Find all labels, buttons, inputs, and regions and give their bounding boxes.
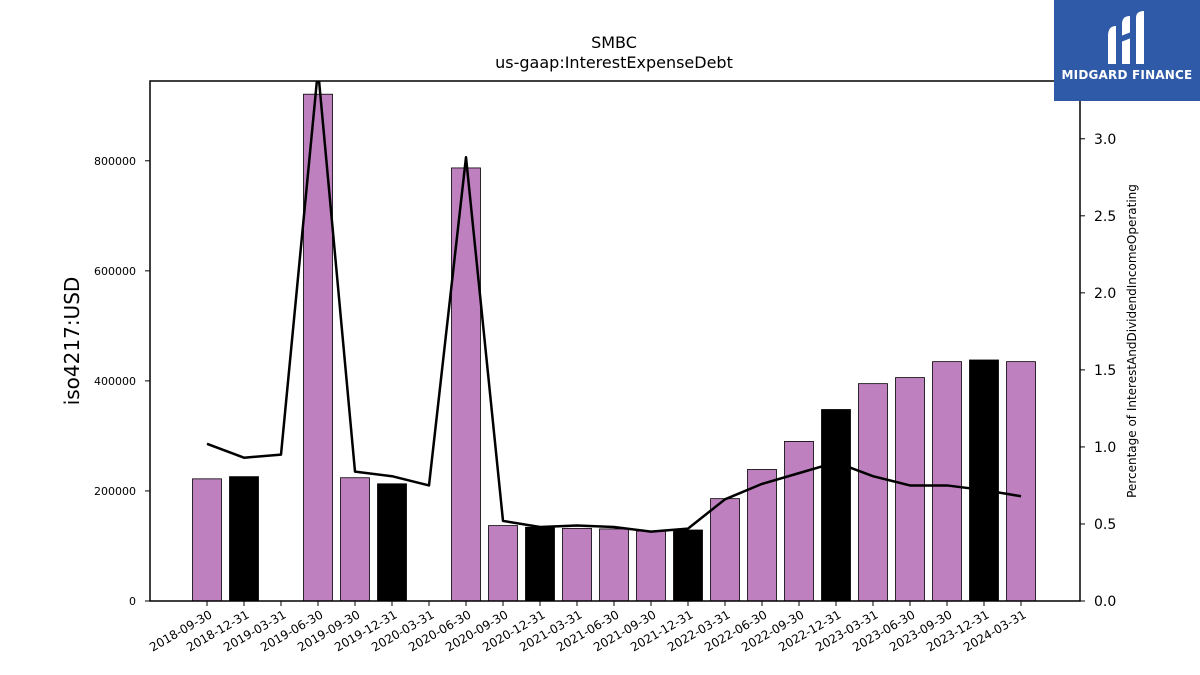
logo-text: MIDGARD FINANCE [1061,68,1193,82]
y-tick-label: 800000 [94,155,136,168]
bar [784,441,814,602]
bar [451,167,481,602]
logo: MIDGARD FINANCE [1054,0,1200,101]
series-line [206,81,1022,533]
bar [562,527,592,602]
y-tick-label: 600000 [94,265,136,278]
y2-tick-label: 2.5 [1094,209,1116,225]
bar [525,526,555,602]
y2-tick-label: 1.0 [1094,440,1116,456]
bar [858,383,888,602]
y2-axis-label: Percentage of InterestAndDividendIncomeO… [1125,184,1139,498]
bar [969,359,999,602]
y2-tick-label: 1.5 [1094,363,1116,379]
bar [895,377,925,602]
bar [932,361,962,602]
y2-tick-label: 2.0 [1094,286,1116,302]
y-tick-label: 400000 [94,375,136,388]
bar [821,409,851,602]
bar [488,525,518,602]
line-layer [206,81,1022,533]
bars-layer [192,93,1036,602]
bar [636,530,666,602]
bar [747,469,777,602]
bar [710,498,740,602]
bar [377,483,407,602]
bar [1006,361,1036,602]
bar [599,528,629,602]
y-tick-label: 200000 [94,485,136,498]
chart-title: SMBC [591,33,637,52]
midgard-logo-icon [1108,11,1144,64]
chart-subtitle: us-gaap:InterestExpenseDebt [495,53,733,72]
bar [673,529,703,602]
y2-tick-label: 0.0 [1094,594,1116,610]
y2-tick-label: 3.0 [1094,132,1116,148]
plot-frame [149,80,1081,602]
y-tick-label: 0 [129,595,136,608]
y2-tick-label: 0.5 [1094,517,1116,533]
bar [229,476,259,602]
axes-layer [149,80,1081,602]
bar [340,477,370,602]
y-axis-label: iso4217:USD [60,277,84,406]
bar [192,478,222,602]
